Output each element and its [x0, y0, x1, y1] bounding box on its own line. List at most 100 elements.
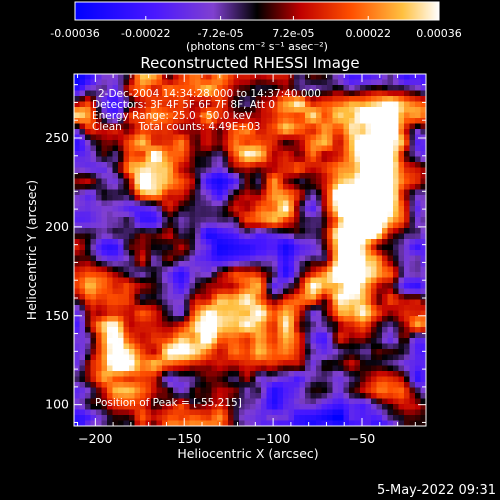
heatmap-cell: [382, 156, 388, 163]
heatmap-cell: [167, 200, 174, 207]
heatmap-cell: [310, 145, 317, 152]
heatmap-cell: [255, 404, 262, 410]
heatmap-cell: [420, 332, 426, 339]
heatmap-cell: [321, 118, 328, 124]
heatmap-cell: [305, 371, 311, 377]
heatmap-cell: [365, 222, 372, 229]
heatmap-cell: [189, 123, 196, 130]
heatmap-cell: [393, 195, 399, 201]
heatmap-cell: [189, 195, 196, 201]
heatmap-cell: [217, 365, 223, 372]
heatmap-cell: [294, 222, 300, 229]
heatmap-cell: [332, 101, 339, 108]
heatmap-cell: [338, 365, 344, 372]
heatmap-cell: [162, 233, 168, 240]
heatmap-cell: [167, 382, 174, 388]
heatmap-cell: [272, 376, 278, 383]
heatmap-cell: [349, 288, 355, 295]
heatmap-cell: [272, 129, 278, 135]
heatmap-cell: [343, 420, 350, 426]
heatmap-cell: [134, 327, 141, 333]
heatmap-cell: [162, 134, 168, 141]
heatmap-cell: [299, 277, 306, 284]
heatmap-cell: [277, 371, 284, 377]
heatmap-cell: [338, 255, 344, 262]
heatmap-cell: [305, 107, 311, 113]
heatmap-cell: [404, 200, 410, 207]
heatmap-cell: [250, 178, 256, 185]
heatmap-cell: [255, 272, 262, 278]
heatmap-cell: [107, 151, 113, 157]
heatmap-cell: [239, 393, 245, 399]
heatmap-cell: [74, 261, 80, 267]
heatmap-cell: [145, 162, 152, 168]
heatmap-cell: [338, 195, 344, 201]
heatmap-cell: [310, 371, 317, 377]
heatmap-cell: [217, 140, 223, 146]
heatmap-cell: [343, 343, 350, 350]
heatmap-cell: [354, 266, 361, 273]
heatmap-cell: [398, 123, 405, 130]
heatmap-cell: [233, 277, 240, 284]
heatmap-cell: [349, 365, 355, 372]
heatmap-cell: [376, 195, 383, 201]
heatmap-cell: [299, 244, 306, 251]
heatmap-cell: [173, 107, 179, 113]
heatmap-cell: [239, 343, 245, 350]
heatmap-cell: [162, 90, 168, 97]
heatmap-cell: [398, 272, 405, 278]
heatmap-cell: [365, 316, 372, 322]
heatmap-cell: [338, 228, 344, 234]
heatmap-cell: [129, 140, 135, 146]
heatmap-cell: [200, 321, 207, 328]
heatmap-cell: [233, 299, 240, 306]
heatmap-cell: [178, 310, 185, 317]
heatmap-cell: [206, 162, 212, 168]
heatmap-cell: [167, 338, 174, 344]
heatmap-cell: [145, 156, 152, 163]
heatmap-cell: [162, 123, 168, 130]
heatmap-cell: [206, 327, 212, 333]
heatmap-cell: [178, 74, 185, 80]
heatmap-cell: [250, 321, 256, 328]
heatmap-cell: [140, 228, 146, 234]
heatmap-cell: [244, 200, 251, 207]
heatmap-cell: [195, 354, 201, 361]
heatmap-cell: [332, 327, 339, 333]
heatmap-cell: [321, 217, 328, 223]
heatmap-cell: [184, 420, 190, 426]
heatmap-cell: [96, 365, 102, 372]
heatmap-cell: [305, 354, 311, 361]
heatmap-cell: [90, 134, 97, 141]
heatmap-cell: [294, 189, 300, 196]
heatmap-cell: [90, 167, 97, 174]
heatmap-cell: [189, 299, 196, 306]
heatmap-cell: [195, 343, 201, 350]
heatmap-cell: [371, 409, 377, 416]
y-tick-label: 200: [45, 219, 69, 234]
heatmap-cell: [310, 112, 317, 119]
heatmap-cell: [178, 123, 185, 130]
heatmap-cell: [211, 360, 218, 366]
heatmap-cell: [349, 140, 355, 146]
heatmap-cell: [398, 101, 405, 108]
heatmap-cell: [151, 244, 157, 251]
heatmap-cell: [156, 360, 163, 366]
heatmap-cell: [360, 96, 366, 102]
heatmap-cell: [316, 294, 322, 300]
heatmap-cell: [167, 250, 174, 256]
heatmap-cell: [74, 85, 80, 91]
heatmap-cell: [393, 211, 399, 218]
heatmap-cell: [283, 107, 289, 113]
heatmap-cell: [222, 261, 229, 267]
heatmap-cell: [90, 123, 97, 130]
heatmap-cell: [398, 376, 405, 383]
heatmap-cell: [332, 228, 339, 234]
heatmap-cell: [123, 173, 130, 179]
heatmap-cell: [305, 90, 311, 97]
heatmap-cell: [420, 195, 426, 201]
heatmap-cell: [101, 151, 108, 157]
heatmap-cell: [327, 387, 333, 394]
heatmap-cell: [134, 173, 141, 179]
heatmap-cell: [85, 409, 91, 416]
